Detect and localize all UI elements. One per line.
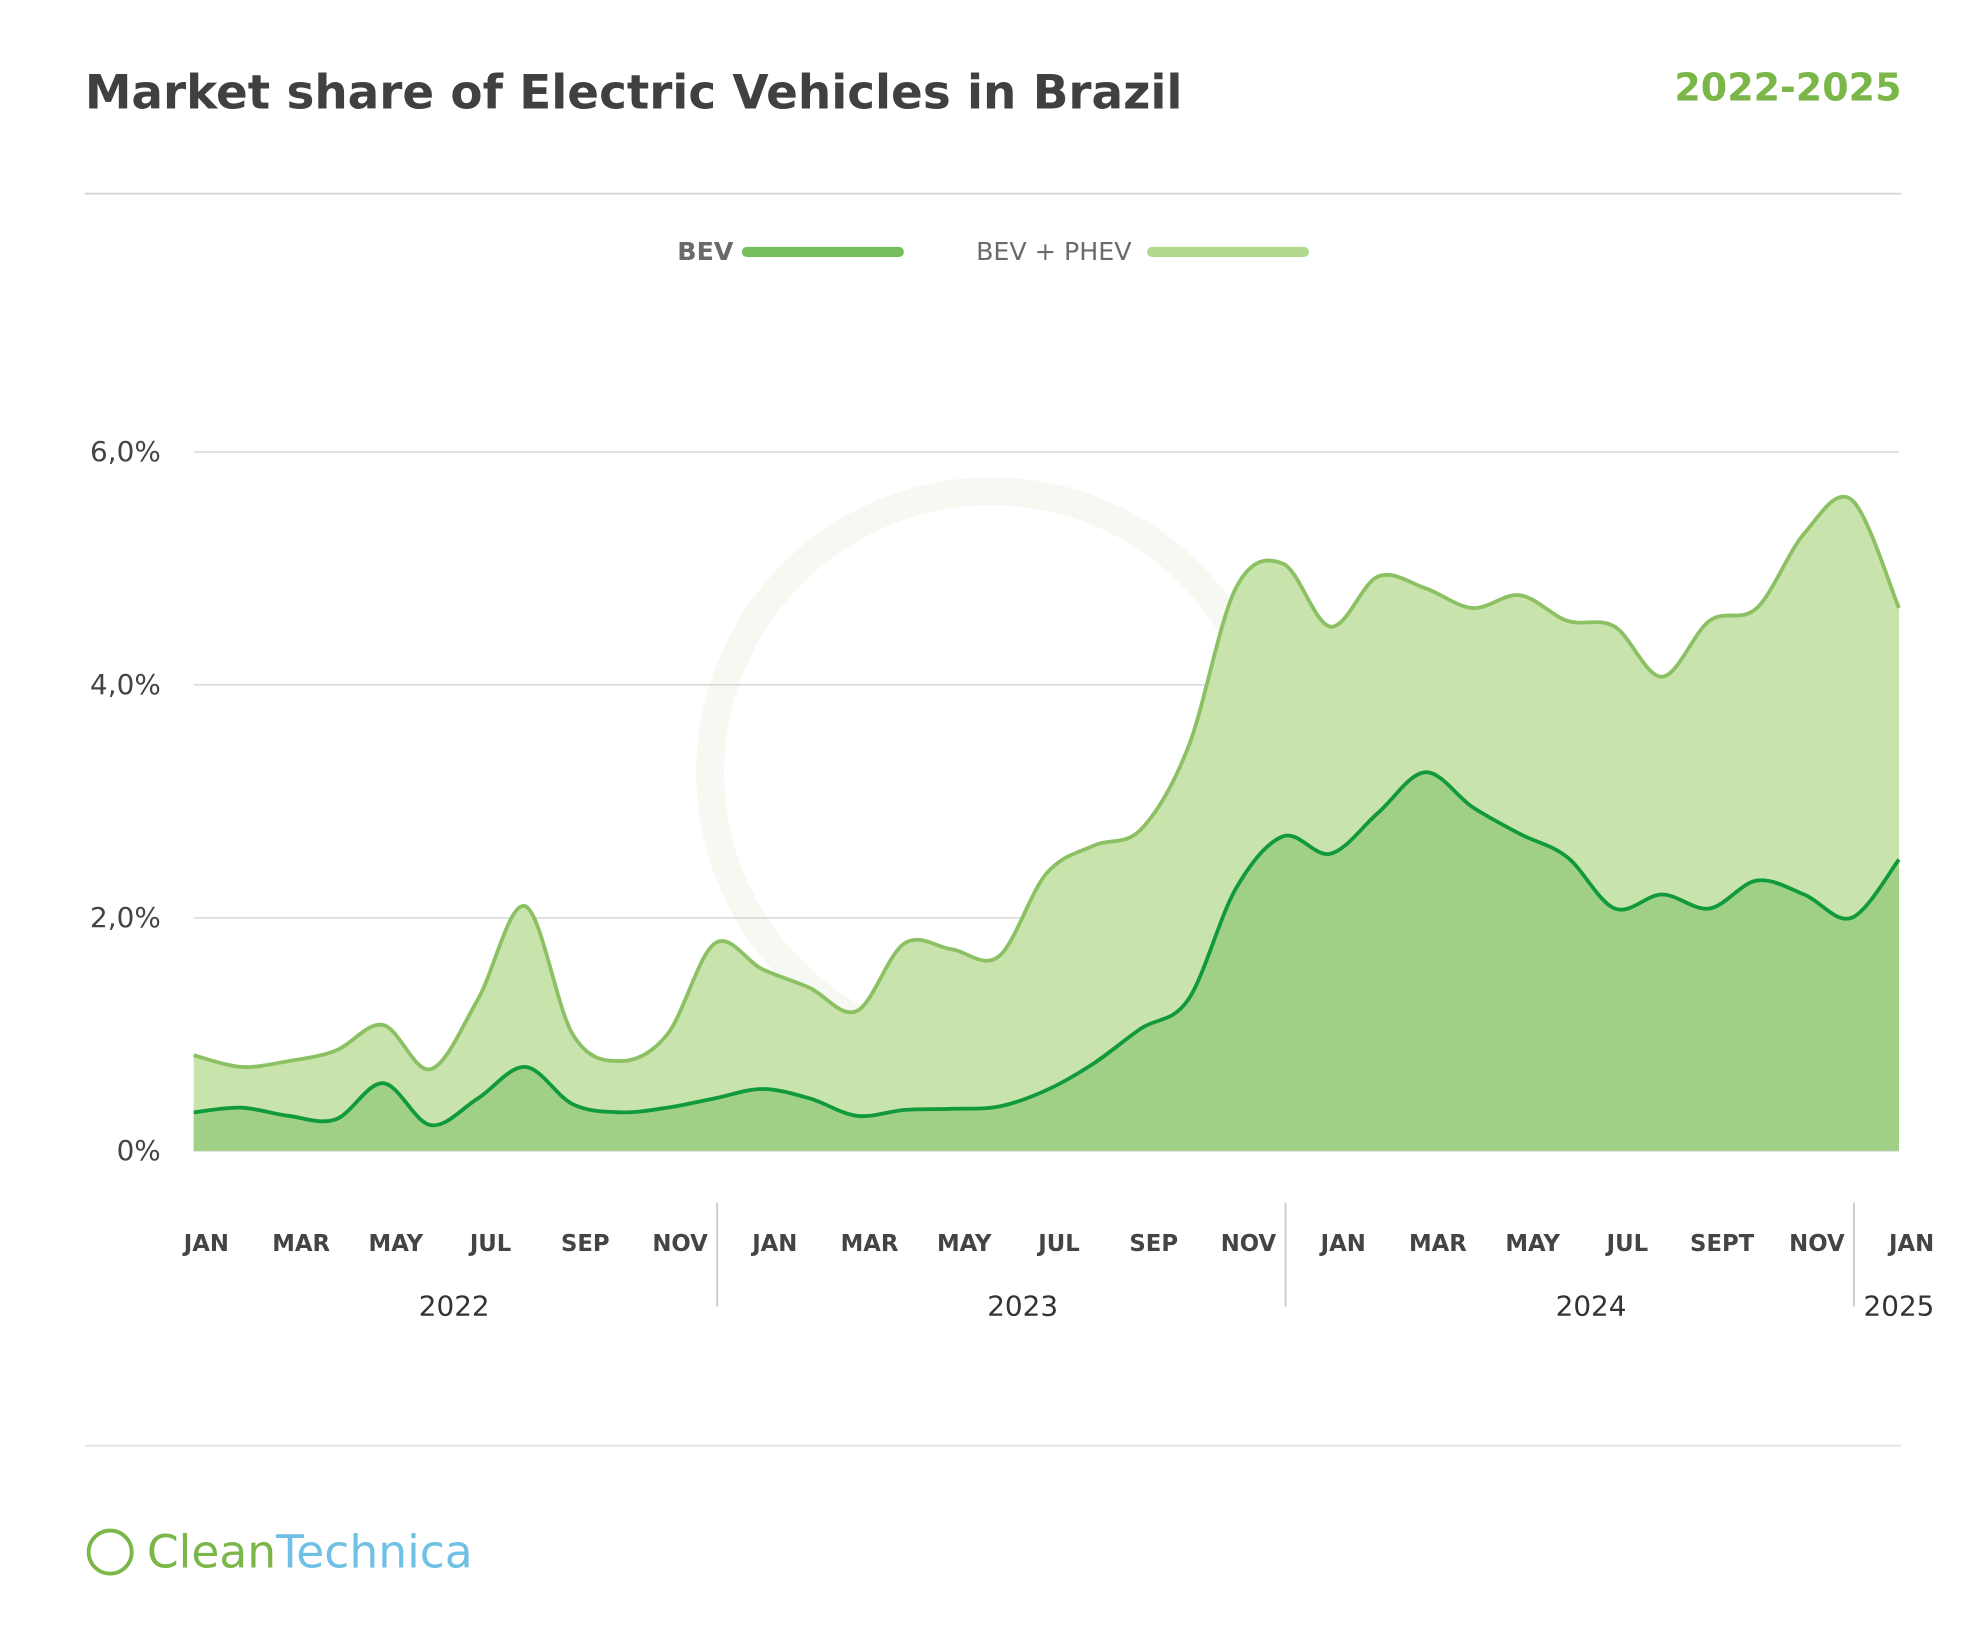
area bbox=[193, 772, 1899, 1151]
x-tick-label: JAN bbox=[182, 1231, 229, 1257]
chart-title: Market share of Electric Vehicles in Bra… bbox=[85, 67, 1183, 121]
x-tick-label: SEP bbox=[1129, 1231, 1178, 1257]
brand: CleanTechnica bbox=[86, 1525, 473, 1578]
x-tick-label: MAY bbox=[369, 1231, 424, 1257]
x-tick-label: MAR bbox=[1409, 1231, 1467, 1257]
x-tick-label: JAN bbox=[1319, 1231, 1366, 1257]
x-tick-label: NOV bbox=[1221, 1231, 1277, 1257]
line bbox=[193, 494, 1901, 1072]
x-tick-label: JAN bbox=[750, 1231, 797, 1257]
x-tick-label: SEP bbox=[561, 1231, 610, 1257]
x-tick-label: SEPT bbox=[1690, 1231, 1755, 1257]
x-tick-label: JUL bbox=[1036, 1231, 1079, 1257]
x-tick-label: MAY bbox=[937, 1231, 992, 1257]
x-tick-label: MAR bbox=[841, 1231, 899, 1257]
line bbox=[193, 770, 1901, 1128]
legend-label: BEV bbox=[677, 237, 734, 266]
chart-subtitle: 2022-2025 bbox=[1674, 65, 1901, 109]
x-tick-label: JUL bbox=[1605, 1231, 1648, 1257]
x-tick-label: NOV bbox=[1789, 1231, 1845, 1257]
y-tick-label: 4,0% bbox=[90, 668, 161, 701]
x-tick-label: JUL bbox=[468, 1231, 511, 1257]
brand-logo: CleanTechnica bbox=[147, 1525, 473, 1578]
x-tick-label: JAN bbox=[1887, 1231, 1934, 1257]
year-label: 2024 bbox=[1556, 1290, 1627, 1323]
y-tick-label: 6,0% bbox=[90, 435, 161, 468]
x-tick-label: NOV bbox=[652, 1231, 708, 1257]
year-label: 2025 bbox=[1864, 1290, 1935, 1323]
legend-label: BEV + PHEV bbox=[976, 237, 1132, 266]
year-label: 2022 bbox=[419, 1290, 490, 1323]
y-tick-label: 2,0% bbox=[90, 901, 161, 934]
y-tick-label: 0% bbox=[117, 1134, 161, 1167]
x-tick-label: MAR bbox=[272, 1231, 330, 1257]
year-label: 2023 bbox=[987, 1290, 1058, 1323]
x-tick-label: MAY bbox=[1505, 1231, 1560, 1257]
